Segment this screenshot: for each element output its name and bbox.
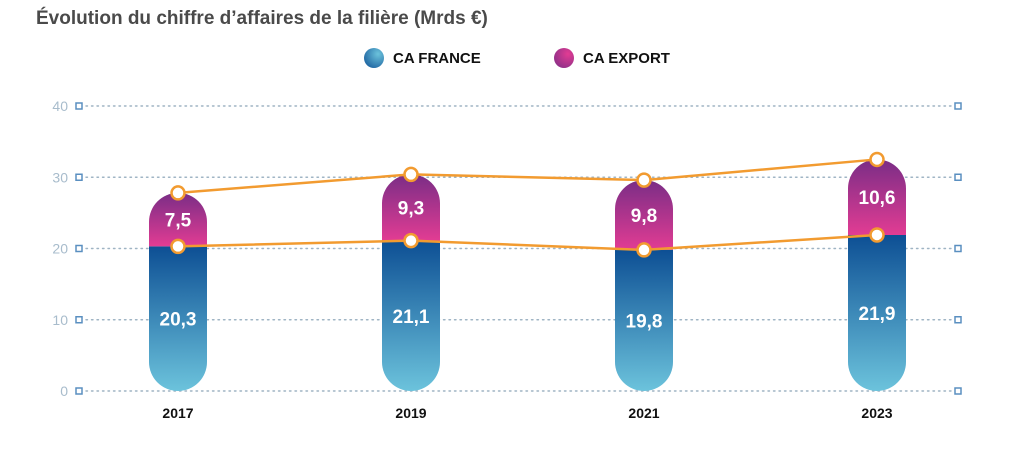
y-tick-label: 40 [52, 98, 68, 114]
x-tick-label: 2021 [628, 405, 659, 421]
line-point-france [869, 227, 885, 243]
y-tick-marker-left [75, 173, 83, 181]
data-label-export: 7,5 [165, 211, 192, 232]
chart-title: Évolution du chiffre d’affaires de la fi… [36, 8, 488, 29]
line-point-total [403, 166, 419, 183]
data-label-france: 19,8 [626, 311, 663, 332]
y-tick-marker-right [954, 173, 962, 181]
legend-swatch-export [554, 48, 574, 68]
y-tick-label: 30 [52, 169, 68, 185]
y-tick-marker-right [954, 102, 962, 110]
x-tick-label: 2023 [861, 405, 892, 421]
data-label-export: 9,3 [398, 199, 424, 220]
legend: CA FRANCE CA EXPORT [0, 48, 1024, 74]
data-label-export: 10,6 [859, 188, 896, 209]
line-series-total [177, 158, 878, 195]
y-tick-marker-left [75, 244, 83, 253]
y-tick-marker-right [954, 387, 962, 395]
bar-segment-export [382, 174, 440, 241]
bar-segment-export [848, 159, 906, 235]
bar-segment-france [848, 234, 906, 391]
line-point-france [403, 232, 419, 249]
bar-segment-france [615, 249, 673, 391]
bar-segment-export [149, 192, 207, 247]
data-label-france: 21,9 [859, 304, 896, 325]
line-point-total [869, 151, 885, 168]
y-tick-marker-left [75, 316, 83, 324]
legend-item-export: CA EXPORT [554, 48, 670, 68]
x-tick-label: 2019 [395, 405, 426, 421]
y-tick-marker-right [954, 316, 962, 324]
legend-swatch-france [364, 48, 384, 68]
legend-label-france: CA FRANCE [393, 49, 481, 67]
line-series-france [177, 233, 878, 252]
y-tick-label: 10 [52, 312, 68, 328]
legend-item-france: CA FRANCE [364, 48, 481, 68]
data-label-export: 9,8 [631, 206, 657, 227]
line-point-total [636, 172, 652, 188]
bar-segment-france [382, 240, 440, 391]
line-point-france [636, 242, 652, 258]
bar-segment-france [149, 246, 207, 391]
y-tick-marker-right [954, 244, 962, 253]
data-label-france: 21,1 [393, 307, 430, 328]
y-tick-marker-left [75, 387, 83, 395]
line-point-france [170, 238, 186, 255]
y-tick-label: 20 [52, 241, 68, 257]
legend-label-export: CA EXPORT [583, 49, 670, 67]
y-tick-marker-left [75, 102, 83, 110]
y-tick-label: 0 [60, 383, 68, 399]
x-tick-label: 2017 [162, 405, 193, 421]
line-point-total [170, 185, 186, 201]
bar-segment-export [615, 180, 673, 250]
data-label-france: 20,3 [160, 310, 197, 331]
